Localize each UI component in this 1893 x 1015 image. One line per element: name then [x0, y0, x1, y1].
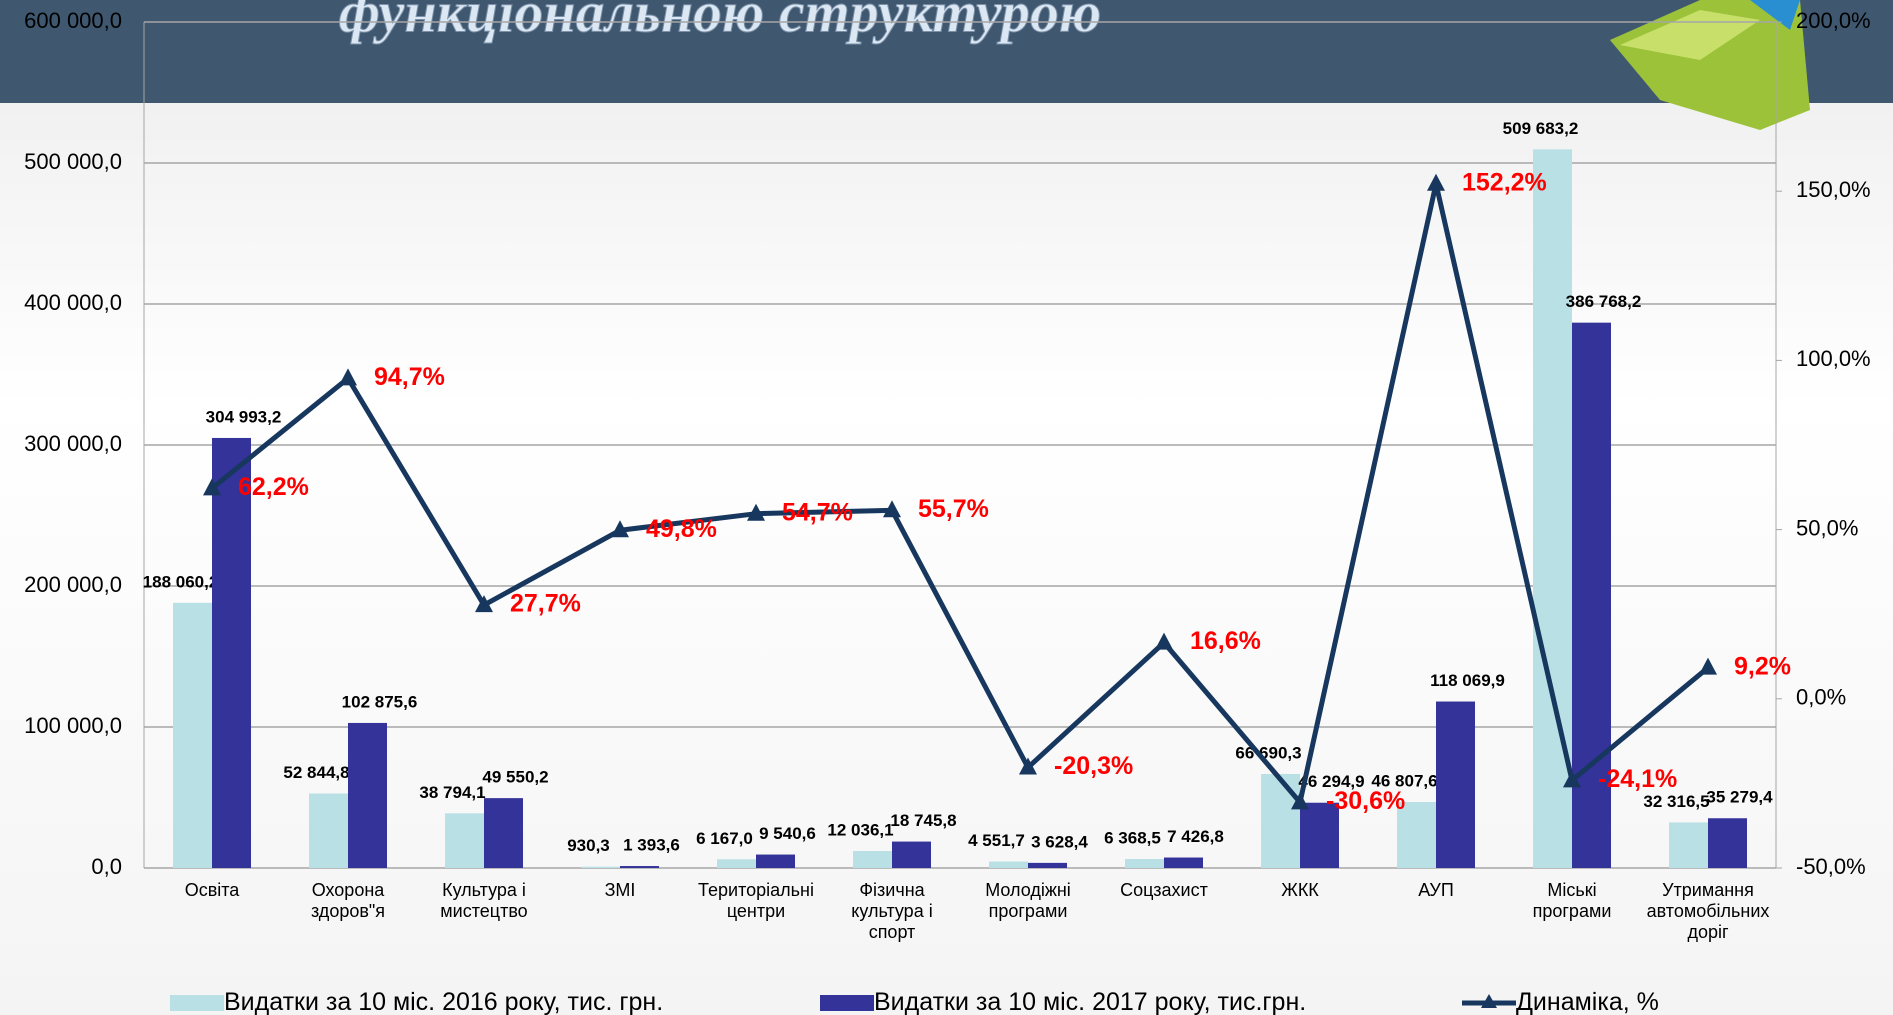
bar-value-label: 35 279,4 — [1706, 788, 1773, 807]
bar — [892, 842, 931, 868]
legend-swatch — [820, 991, 874, 1015]
chart: функціональною структурою 0,0100 000,020… — [0, 0, 1893, 1015]
bar — [1436, 702, 1475, 868]
bar-value-label: 386 768,2 — [1566, 292, 1642, 311]
bar — [1708, 818, 1747, 868]
line-marker — [1155, 633, 1173, 650]
bar-value-label: 66 690,3 — [1235, 743, 1301, 762]
legend-swatch — [1462, 991, 1516, 1015]
bar — [445, 813, 484, 868]
y2-tick-label: 150,0% — [1796, 177, 1871, 202]
legend-label: Видатки за 10 міс. 2016 року, тис. грн. — [224, 988, 663, 1015]
bar-value-label: 6 368,5 — [1104, 829, 1161, 848]
line-value-label: 62,2% — [238, 473, 309, 501]
bar-value-label: 38 794,1 — [419, 783, 485, 802]
y-tick-label: 600 000,0 — [24, 8, 122, 33]
y-tick-label: 400 000,0 — [24, 290, 122, 315]
bar-value-label: 509 683,2 — [1503, 119, 1579, 138]
line-marker — [1427, 174, 1445, 191]
y2-tick-label: 100,0% — [1796, 346, 1871, 371]
y-tick-label: 100 000,0 — [24, 713, 122, 738]
x-tick-label: Міські програми — [1507, 880, 1637, 922]
y2-tick-label: -50,0% — [1796, 854, 1866, 879]
bar — [989, 862, 1028, 868]
line-value-label: -30,6% — [1326, 787, 1405, 815]
bar — [1164, 858, 1203, 868]
x-tick-label: Молодіжні програми — [963, 880, 1093, 922]
legend-item: Видатки за 10 міс. 2017 року, тис.грн. — [820, 988, 1306, 1015]
x-tick-label: Охорона здоров"я — [283, 880, 413, 922]
bar-value-label: 52 844,8 — [283, 763, 349, 782]
bar-value-label: 1 393,6 — [623, 836, 680, 855]
line-value-label: 49,8% — [646, 515, 717, 543]
bar-value-label: 304 993,2 — [206, 407, 282, 426]
bar — [212, 438, 251, 868]
line-value-label: 94,7% — [374, 363, 445, 391]
bar — [484, 798, 523, 868]
line-value-label: -24,1% — [1598, 765, 1677, 793]
line-marker — [1699, 658, 1717, 675]
bar-value-label: 9 540,6 — [759, 824, 816, 843]
bar — [309, 793, 348, 868]
bar-value-label: 12 036,1 — [827, 821, 893, 840]
x-tick-label: ЗМІ — [555, 880, 685, 901]
line-value-label: 9,2% — [1734, 652, 1791, 680]
line-value-label: 55,7% — [918, 495, 989, 523]
bar — [853, 851, 892, 868]
bar-value-label: 3 628,4 — [1031, 832, 1088, 851]
bar-value-label: 102 875,6 — [342, 692, 418, 711]
x-tick-label: Соцзахист — [1099, 880, 1229, 901]
bar — [173, 603, 212, 868]
bar — [1261, 774, 1300, 868]
bar — [1125, 859, 1164, 868]
bar-value-label: 4 551,7 — [968, 831, 1025, 850]
line-value-label: 27,7% — [510, 590, 581, 618]
bar-value-label: 18 745,8 — [890, 811, 956, 830]
x-tick-label: Освіта — [147, 880, 277, 901]
bar — [620, 866, 659, 868]
y2-tick-label: 50,0% — [1796, 515, 1858, 540]
y2-tick-label: 200,0% — [1796, 8, 1871, 33]
line-marker — [339, 368, 357, 385]
x-tick-label: Утримання автомобільних доріг — [1643, 880, 1773, 943]
bar-value-label: 49 550,2 — [482, 768, 548, 787]
bar-value-label: 32 316,5 — [1643, 792, 1709, 811]
x-tick-label: Територіальні центри — [691, 880, 821, 922]
bar-value-label: 7 426,8 — [1167, 827, 1224, 846]
legend-swatch — [170, 991, 224, 1015]
line-value-label: -20,3% — [1054, 752, 1133, 780]
bar — [717, 859, 756, 868]
line-value-label: 16,6% — [1190, 627, 1261, 655]
y-tick-label: 0,0 — [91, 854, 122, 879]
legend-label: Динаміка, % — [1516, 988, 1659, 1015]
legend-item: Динаміка, % — [1462, 988, 1659, 1015]
bar — [1028, 863, 1067, 868]
y2-tick-label: 0,0% — [1796, 685, 1846, 710]
bar-value-label: 930,3 — [567, 836, 610, 855]
bar-value-label: 118 069,9 — [1430, 671, 1505, 690]
y-tick-label: 500 000,0 — [24, 149, 122, 174]
bar — [348, 723, 387, 868]
line-value-label: 54,7% — [782, 498, 853, 526]
y-tick-label: 300 000,0 — [24, 431, 122, 456]
line-value-label: 152,2% — [1462, 168, 1547, 196]
bar — [1669, 822, 1708, 868]
legend-item: Видатки за 10 міс. 2016 року, тис. грн. — [170, 988, 663, 1015]
x-tick-label: АУП — [1371, 880, 1501, 901]
x-tick-label: Культура і мистецтво — [419, 880, 549, 922]
bar — [756, 855, 795, 868]
page: функціональною структурою 0,0100 000,020… — [0, 0, 1893, 1015]
x-tick-label: ЖКК — [1235, 880, 1365, 901]
y-tick-label: 200 000,0 — [24, 572, 122, 597]
x-tick-label: Фізична культура і спорт — [827, 880, 957, 943]
legend-label: Видатки за 10 міс. 2017 року, тис.грн. — [874, 988, 1306, 1015]
bar-value-label: 6 167,0 — [696, 829, 753, 848]
bar — [581, 867, 620, 868]
bar-value-label: 188 060,2 — [143, 572, 219, 591]
line — [212, 184, 1708, 803]
